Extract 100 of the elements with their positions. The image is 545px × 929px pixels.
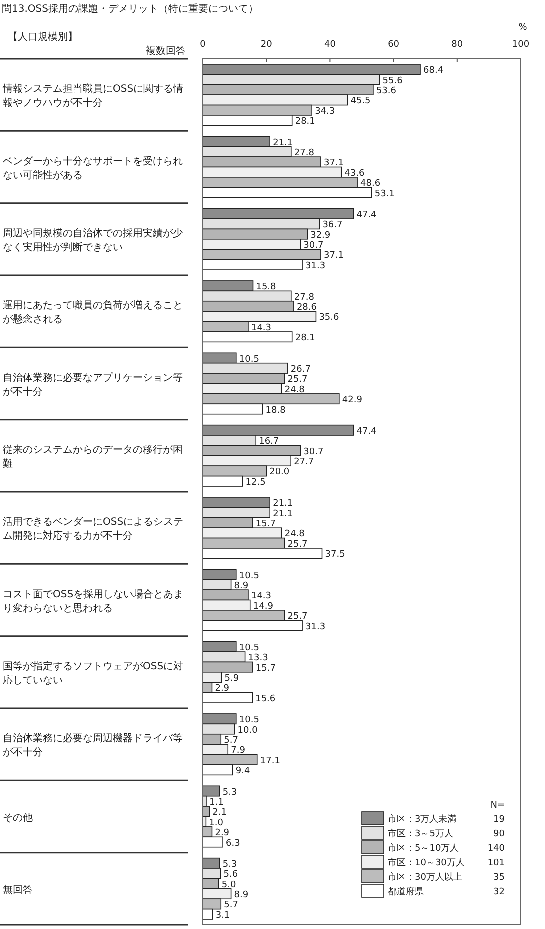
data-label: 5.3: [222, 788, 238, 798]
data-label: 14.3: [251, 592, 272, 602]
data-label: 32.9: [310, 230, 331, 241]
data-label: 5.3: [222, 860, 238, 870]
legend-label: 市区：3万人未満: [388, 814, 457, 825]
y-tick-label: 自治体業務に必要な周辺機器ドライバ等が不十分: [3, 732, 183, 759]
y-tick-label: 活用できるベンダーにOSSによるシステム開発に対応する力が不十分: [3, 516, 184, 542]
data-label: 30.7: [304, 447, 324, 458]
data-label: 35.6: [319, 313, 340, 324]
annotation: 90: [494, 830, 506, 840]
legend-title: N=: [490, 801, 505, 811]
legend-label: 市区：3～5万人: [388, 828, 454, 840]
data-label: 2.9: [215, 828, 230, 839]
x-tick-label: 20: [260, 40, 273, 50]
data-label: 21.1: [273, 138, 294, 148]
data-label: 31.3: [306, 622, 326, 632]
data-label: 2.9: [215, 684, 230, 694]
data-label: 8.9: [234, 890, 249, 901]
x-axis-title: %: [518, 23, 528, 33]
data-label: 37.5: [325, 550, 346, 560]
data-label: 10.5: [239, 643, 260, 654]
data-label: 28.1: [295, 334, 316, 344]
annotation: 140: [488, 844, 506, 854]
y-tick-label: コスト面でOSSを採用しない場合とあまり変わらないと思われる: [3, 588, 184, 614]
y-tick-label: 従来のシステムからのデータの移行が困難: [3, 444, 183, 470]
annotation: 35: [494, 873, 505, 883]
y-tick-label: 無回答: [3, 884, 33, 896]
data-label: 10.5: [239, 716, 260, 726]
data-label: 6.3: [226, 838, 240, 849]
data-label: 10.5: [239, 571, 260, 582]
legend-label: 市区：30万人以上: [388, 872, 462, 883]
data-label: 25.7: [288, 540, 308, 550]
data-label: 37.1: [324, 158, 344, 169]
data-label: 1.1: [210, 798, 224, 808]
text: 複数回答: [146, 45, 186, 57]
y-tick-label: 国等が指定するソフトウェアがOSSに対応していない: [3, 660, 184, 686]
data-label: 27.8: [294, 292, 315, 303]
data-label: 36.7: [322, 220, 343, 231]
x-tick-label: 100: [512, 40, 530, 50]
data-label: 21.1: [273, 509, 294, 520]
data-label: 13.3: [248, 654, 268, 664]
x-tick-label: 0: [200, 40, 206, 50]
data-label: 15.6: [256, 694, 276, 704]
data-label: 8.9: [234, 581, 249, 592]
y-tick-label: 情報システム担当職員にOSSに関する情報やノウハウが不十分: [2, 83, 184, 110]
data-label: 53.1: [374, 189, 395, 200]
data-label: 15.8: [256, 282, 277, 293]
data-label: 27.7: [294, 458, 314, 468]
x-tick-label: 60: [388, 40, 400, 50]
data-label: 31.3: [306, 261, 326, 272]
data-label: 43.6: [344, 168, 365, 179]
data-label: 55.6: [382, 76, 404, 86]
data-label: 12.5: [246, 478, 266, 488]
data-label: 25.7: [288, 375, 308, 386]
chart-title: 問13.OSS採用の課題・デメリット（特に重要について）: [2, 3, 258, 15]
data-label: 30.7: [304, 241, 324, 252]
data-label: 17.1: [260, 756, 280, 766]
y-tick-label: ベンダーから十分なサポートを受けられない可能性がある: [3, 155, 183, 182]
data-label: 9.4: [236, 766, 250, 777]
data-label: 5.6: [224, 870, 238, 880]
data-label: 14.3: [251, 323, 272, 334]
data-label: 5.7: [224, 900, 238, 911]
data-label: 24.8: [284, 385, 306, 396]
data-label: 5.9: [224, 674, 240, 684]
data-label: 28.1: [295, 117, 316, 128]
data-label: 48.6: [360, 179, 381, 190]
annotation: 101: [488, 858, 505, 868]
data-label: 24.8: [284, 530, 306, 540]
legend-label: 都道府県: [388, 886, 424, 898]
data-label: 27.8: [294, 148, 315, 158]
y-tick-label: 周辺や同規模の自治体での採用実績が少なく実用性が判断できない: [3, 227, 183, 254]
annotation: 32: [494, 888, 505, 898]
annotation: 19: [494, 815, 506, 825]
data-label: 5.0: [222, 880, 236, 890]
data-label: 5.7: [224, 736, 238, 746]
data-label: 18.8: [266, 406, 286, 416]
data-label: 42.9: [342, 396, 363, 406]
data-label: 68.4: [424, 66, 444, 76]
data-label: 1.0: [209, 818, 224, 828]
data-label: 20.0: [270, 468, 290, 478]
data-label: 10.0: [238, 726, 258, 736]
data-label: 7.9: [231, 746, 246, 756]
data-label: 25.7: [288, 612, 308, 622]
legend-label: 市区：5～10万人: [388, 843, 460, 854]
data-label: 15.7: [256, 664, 276, 674]
data-label: 10.5: [239, 354, 260, 365]
data-label: 21.1: [273, 499, 294, 510]
data-label: 53.6: [376, 86, 397, 96]
data-label: 26.7: [290, 364, 311, 375]
x-tick-label: 80: [452, 40, 464, 50]
data-label: 15.7: [256, 519, 276, 530]
data-label: 14.9: [253, 602, 274, 612]
data-label: 3.1: [216, 910, 230, 921]
data-label: 16.7: [259, 437, 280, 448]
y-tick-label: その他: [3, 812, 33, 824]
text: 【人口規模別】: [8, 31, 78, 43]
data-label: 47.4: [356, 426, 378, 437]
data-label: 28.6: [296, 302, 318, 313]
legend-label: 市区：10～30万人: [388, 858, 465, 868]
data-label: 2.1: [212, 808, 228, 818]
